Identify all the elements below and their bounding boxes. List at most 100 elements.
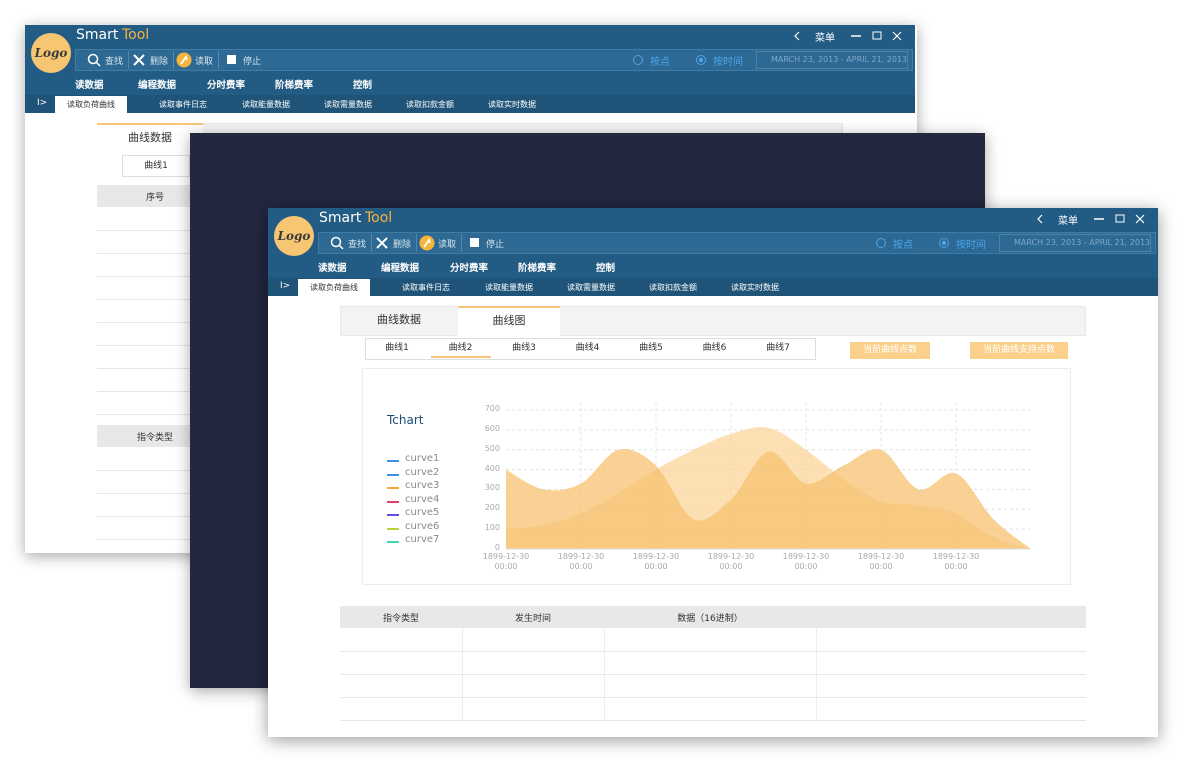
menu-button[interactable]: 菜单 <box>815 33 835 44</box>
table-header-cell: 发生时间 <box>514 614 551 624</box>
x-tick-label: 1899-12-30 00:00 <box>857 552 905 571</box>
toolbar-button[interactable]: 读取 <box>195 57 214 67</box>
toolbar: 查找 删除 读取 停止 按点 按时间 MARCH 23, 2013 - APRIL 21, … <box>75 49 913 71</box>
toolbar-icon-svg <box>330 236 344 250</box>
nav-tab[interactable]: 读取事件日志 <box>159 100 207 109</box>
toolbar-icon <box>329 235 345 251</box>
table-col-line <box>816 628 817 720</box>
menu-item[interactable]: 分时费率 <box>450 263 489 274</box>
nav-tab[interactable]: 读取扣款金额 <box>649 283 697 292</box>
window-controls <box>1028 210 1158 228</box>
search-icon <box>330 236 342 248</box>
menu-item[interactable]: 阶梯费率 <box>275 80 314 91</box>
collapse-button[interactable]: I> <box>37 98 48 108</box>
curve-tab[interactable]: 曲线6 <box>702 343 727 353</box>
curve-tab[interactable]: 曲线7 <box>766 343 790 353</box>
back-icon <box>1037 214 1043 224</box>
toolbar-button[interactable]: 停止 <box>243 57 262 67</box>
y-tick-label: 700 <box>484 404 500 413</box>
toolbar-icon-svg <box>87 53 101 67</box>
stop-icon <box>470 238 479 247</box>
radio[interactable] <box>876 238 886 248</box>
nav-tab[interactable]: 读取负荷曲线 <box>298 279 370 296</box>
legend-swatch <box>387 473 399 476</box>
title-tool: Tool <box>365 210 393 226</box>
title-smart: Smart <box>76 27 119 43</box>
toolbar-button[interactable]: 查找 <box>348 240 367 250</box>
nav-tab[interactable]: 读取事件日志 <box>402 283 450 292</box>
header: Logo Smart Tool 菜单 查找 删除 读取 停止 按点 按时间 MARCH 23, 20… <box>25 25 915 113</box>
menu-item[interactable]: 编程数据 <box>381 263 420 274</box>
radio[interactable] <box>633 55 643 65</box>
table-header-cell: 指令类型 <box>382 614 419 624</box>
chart-plot-svg <box>506 402 1031 550</box>
chart-plot <box>363 369 1070 584</box>
y-tick-label: 100 <box>484 523 500 533</box>
nav-tab[interactable]: 读取需量数据 <box>567 283 615 292</box>
toolbar-icon <box>131 52 147 68</box>
content-tab[interactable]: 曲线数据 <box>97 123 203 151</box>
chart-title: Tchart <box>387 413 424 427</box>
radio-label[interactable]: 按时间 <box>956 240 986 251</box>
toolbar-icon <box>224 52 240 68</box>
toolbar-separator <box>461 234 462 252</box>
button[interactable]: 当前曲线支持点数 <box>970 342 1068 359</box>
content-tab[interactable]: 曲线数据 <box>377 313 421 326</box>
window-controls-svg <box>794 31 902 41</box>
menu-item[interactable]: 阶梯费率 <box>518 263 557 274</box>
nav-tab[interactable]: 读取实时数据 <box>488 100 536 109</box>
nav-tab[interactable]: 读取扣款金额 <box>406 100 454 109</box>
radio[interactable] <box>939 238 949 248</box>
toolbar-icon <box>419 235 435 251</box>
x-tick-label: 1899-12-30 00:00 <box>707 552 755 571</box>
nav-tab[interactable]: 读取实时数据 <box>731 283 779 292</box>
nav-tab[interactable]: 读取能量数据 <box>242 100 290 109</box>
toolbar-button[interactable]: 查找 <box>105 57 124 67</box>
curve-tab[interactable]: 曲线1 <box>385 343 409 353</box>
button[interactable]: 当前曲线点数 <box>850 342 930 359</box>
y-tick-label: 500 <box>484 443 500 453</box>
toolbar-button[interactable]: 读取 <box>438 240 457 250</box>
chart: Tchart curve1 curve2 curve3 curve4 curve5 curv… <box>362 368 1071 585</box>
curve-tab[interactable]: 曲线2 <box>430 340 491 358</box>
curve-tab[interactable]: 曲线1 <box>122 155 190 177</box>
menu-item[interactable]: 读数据 <box>75 80 104 91</box>
logo[interactable]: Logo <box>31 33 71 73</box>
table-row-line <box>340 697 1086 698</box>
nav-tab[interactable]: 读取需量数据 <box>324 100 372 109</box>
curve-tab[interactable]: 曲线3 <box>512 343 536 353</box>
y-tick-label: 200 <box>484 503 500 513</box>
collapse-button[interactable]: I> <box>280 281 291 291</box>
table-row-line <box>340 720 1086 721</box>
toolbar-icon-svg <box>419 235 435 251</box>
nav-tab[interactable]: 读取能量数据 <box>485 283 533 292</box>
toolbar-separator <box>416 234 417 252</box>
date-range[interactable]: MARCH 23, 2013 - APRIL 21, 2013 <box>756 51 908 69</box>
menu-item[interactable]: 控制 <box>353 80 373 91</box>
nav-tab[interactable]: 读取负荷曲线 <box>55 96 127 113</box>
menu-item[interactable]: 分时费率 <box>207 80 246 91</box>
radio-label[interactable]: 按点 <box>893 240 913 251</box>
curve-tab[interactable]: 曲线5 <box>639 343 663 353</box>
tab-row <box>268 278 1158 296</box>
toolbar-icon-svg <box>176 52 192 68</box>
toolbar-button[interactable]: 删除 <box>150 57 169 67</box>
toolbar-separator <box>173 51 174 69</box>
menu-item[interactable]: 编程数据 <box>138 80 177 91</box>
toolbar-button[interactable]: 删除 <box>393 240 412 250</box>
toolbar-button[interactable]: 停止 <box>486 240 505 250</box>
date-range[interactable]: MARCH 23, 2013 - APRIL 21, 2013 <box>999 234 1151 252</box>
radio[interactable] <box>696 55 706 65</box>
menu-button[interactable]: 菜单 <box>1058 216 1078 227</box>
stop-icon <box>227 55 236 64</box>
toolbar-separator <box>218 51 219 69</box>
radio-label[interactable]: 按点 <box>650 57 670 68</box>
date-range-text: MARCH 23, 2013 - APRIL 21, 2013 <box>1014 238 1151 247</box>
curve-tab[interactable]: 曲线4 <box>575 343 600 353</box>
legend-swatch <box>387 527 399 530</box>
logo[interactable]: Logo <box>274 216 314 256</box>
radio-label[interactable]: 按时间 <box>713 57 743 68</box>
content-tab[interactable]: 曲线图 <box>458 306 560 336</box>
menu-item[interactable]: 读数据 <box>318 263 347 274</box>
menu-item[interactable]: 控制 <box>596 263 616 274</box>
